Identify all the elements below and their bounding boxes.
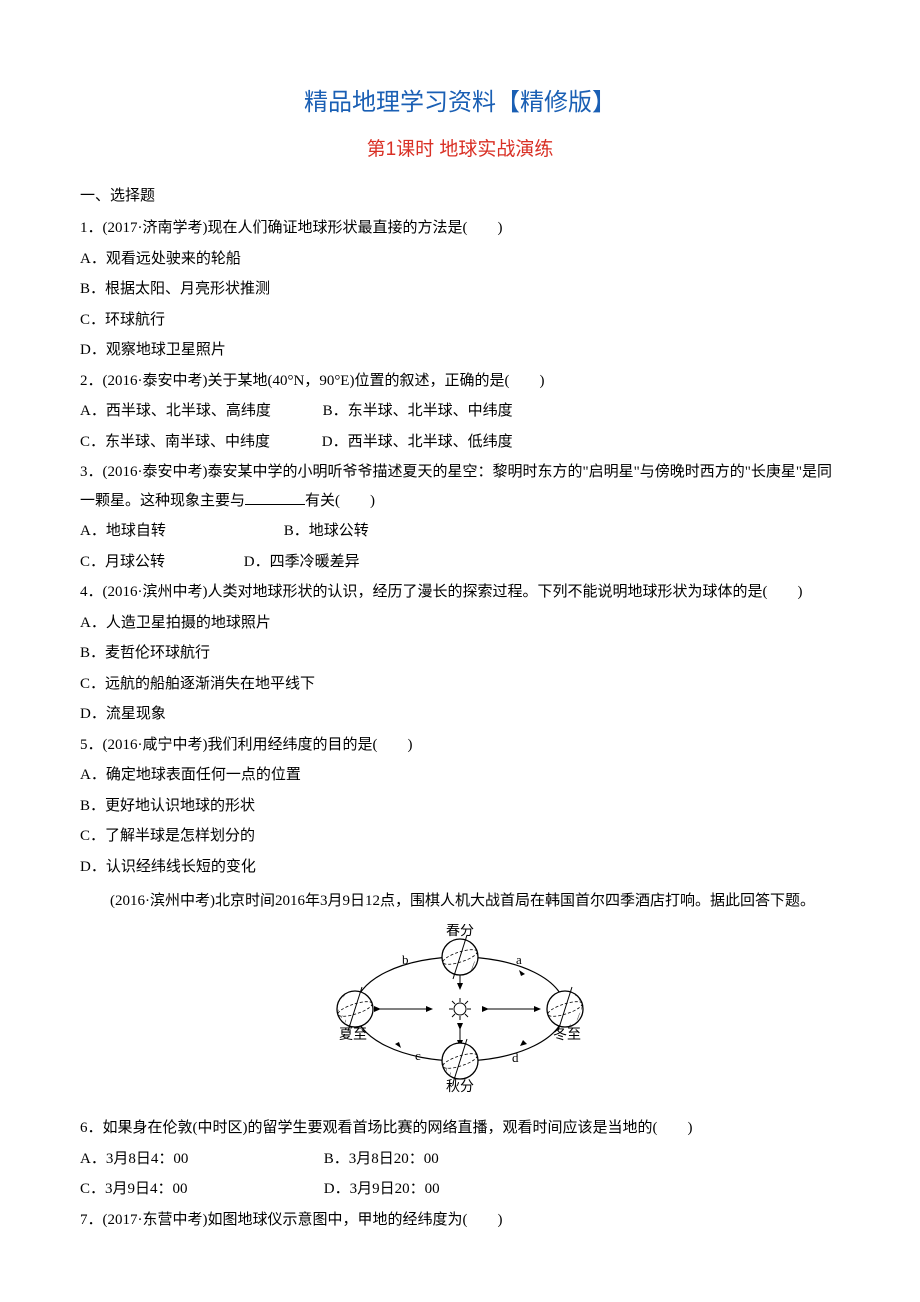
label-bottom: 秋分 (446, 1079, 474, 1094)
q2-stem: 2．(2016·泰安中考)关于某地(40°N，90°E)位置的叙述，正确的是( … (80, 367, 840, 396)
q3-opt-a: A．地球自转 (80, 517, 280, 546)
q3-row1: A．地球自转 B．地球公转 (80, 517, 840, 546)
sub-title: 第1课时 地球实战演练 (80, 132, 840, 168)
orbit-diagram: 春分 秋分 夏至 冬至 a b c d (80, 924, 840, 1105)
q2-opt-d: D．西半球、北半球、低纬度 (322, 428, 513, 457)
q2-row1: A．西半球、北半球、高纬度 B．东半球、北半球、中纬度 (80, 397, 840, 426)
section-heading: 一、选择题 (80, 182, 840, 211)
q5-opt-a: A．确定地球表面任何一点的位置 (80, 761, 840, 790)
main-title: 精品地理学习资料【精修版】 (80, 80, 840, 126)
q3-stem-pre: 3．(2016·泰安中考)泰安某中学的小明听爷爷描述夏天的星空：黎明时东方的"启… (80, 464, 832, 509)
q1-opt-c: C．环球航行 (80, 306, 840, 335)
q6-opt-c: C．3月9日4：00 (80, 1175, 320, 1204)
q6-opt-b: B．3月8日20：00 (324, 1145, 439, 1174)
label-top: 春分 (446, 924, 474, 939)
question-2: 2．(2016·泰安中考)关于某地(40°N，90°E)位置的叙述，正确的是( … (80, 367, 840, 457)
blank-fill (245, 489, 305, 505)
q3-stem-post: 有关( ) (305, 493, 375, 509)
q5-opt-c: C．了解半球是怎样划分的 (80, 822, 840, 851)
q2-row2: C．东半球、南半球、中纬度 D．西半球、北半球、低纬度 (80, 428, 840, 457)
q4-stem: 4．(2016·滨州中考)人类对地球形状的认识，经历了漫长的探索过程。下列不能说… (80, 578, 840, 607)
q5-opt-b: B．更好地认识地球的形状 (80, 792, 840, 821)
q6-stem: 6．如果身在伦敦(中时区)的留学生要观看首场比赛的网络直播，观看时间应该是当地的… (80, 1114, 840, 1143)
q4-opt-c: C．远航的船舶逐渐消失在地平线下 (80, 670, 840, 699)
question-5: 5．(2016·咸宁中考)我们利用经纬度的目的是( ) A．确定地球表面任何一点… (80, 731, 840, 882)
q3-opt-c: C．月球公转 (80, 548, 240, 577)
q3-stem: 3．(2016·泰安中考)泰安某中学的小明听爷爷描述夏天的星空：黎明时东方的"启… (80, 458, 840, 515)
q1-opt-a: A．观看远处驶来的轮船 (80, 245, 840, 274)
q5-stem: 5．(2016·咸宁中考)我们利用经纬度的目的是( ) (80, 731, 840, 760)
q3-opt-d: D．四季冷暖差异 (244, 548, 360, 577)
q2-opt-c: C．东半球、南半球、中纬度 (80, 428, 270, 457)
q2-opt-a: A．西半球、北半球、高纬度 (80, 397, 271, 426)
q3-opt-b: B．地球公转 (284, 517, 369, 546)
label-b: b (402, 952, 409, 967)
q2-opt-b: B．东半球、北半球、中纬度 (323, 397, 513, 426)
q4-opt-b: B．麦哲伦环球航行 (80, 639, 840, 668)
label-d: d (512, 1050, 519, 1065)
q6-row1: A．3月8日4：00 B．3月8日20：00 (80, 1145, 840, 1174)
q3-row2: C．月球公转 D．四季冷暖差异 (80, 548, 840, 577)
context-passage: (2016·滨州中考)北京时间2016年3月9日12点，围棋人机大战首局在韩国首… (80, 887, 840, 916)
q4-opt-d: D．流星现象 (80, 700, 840, 729)
q5-opt-d: D．认识经纬线长短的变化 (80, 853, 840, 882)
question-4: 4．(2016·滨州中考)人类对地球形状的认识，经历了漫长的探索过程。下列不能说… (80, 578, 840, 729)
question-6: 6．如果身在伦敦(中时区)的留学生要观看首场比赛的网络直播，观看时间应该是当地的… (80, 1114, 840, 1204)
q6-opt-d: D．3月9日20：00 (324, 1175, 440, 1204)
label-c: c (415, 1048, 421, 1063)
q7-stem: 7．(2017·东营中考)如图地球仪示意图中，甲地的经纬度为( ) (80, 1206, 840, 1235)
q1-stem: 1．(2017·济南学考)现在人们确证地球形状最直接的方法是( ) (80, 214, 840, 243)
q6-opt-a: A．3月8日4：00 (80, 1145, 320, 1174)
question-1: 1．(2017·济南学考)现在人们确证地球形状最直接的方法是( ) A．观看远处… (80, 214, 840, 365)
question-3: 3．(2016·泰安中考)泰安某中学的小明听爷爷描述夏天的星空：黎明时东方的"启… (80, 458, 840, 576)
label-left: 夏至 (339, 1027, 367, 1043)
question-7: 7．(2017·东营中考)如图地球仪示意图中，甲地的经纬度为( ) (80, 1206, 840, 1235)
q1-opt-d: D．观察地球卫星照片 (80, 336, 840, 365)
label-right: 冬至 (553, 1027, 581, 1043)
q6-row2: C．3月9日4：00 D．3月9日20：00 (80, 1175, 840, 1204)
q1-opt-b: B．根据太阳、月亮形状推测 (80, 275, 840, 304)
label-a: a (516, 952, 522, 967)
q4-opt-a: A．人造卫星拍摄的地球照片 (80, 609, 840, 638)
